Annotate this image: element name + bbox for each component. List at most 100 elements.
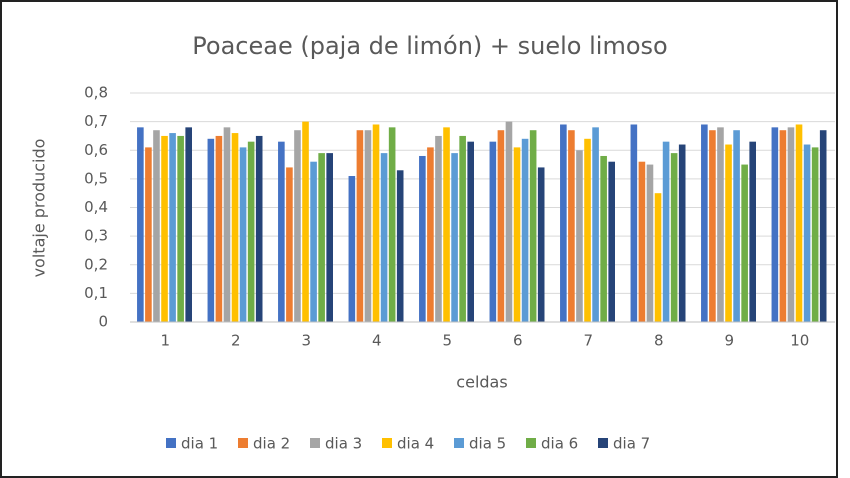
bar [294, 130, 301, 322]
x-tick-label: 10 [790, 332, 809, 350]
bar [153, 130, 160, 322]
bar [278, 141, 285, 322]
x-tick-label: 2 [231, 332, 241, 350]
bar [459, 135, 466, 322]
bar [725, 144, 732, 322]
bar [662, 141, 670, 322]
chart-title: Poaceae (paja de limón) + suelo limoso [192, 32, 667, 60]
bar [427, 147, 434, 322]
legend-swatch [310, 438, 320, 448]
bar [326, 153, 333, 322]
bar [811, 147, 819, 322]
bar [638, 161, 646, 322]
x-tick-label: 9 [724, 332, 734, 350]
legend-label: dia 5 [469, 435, 506, 453]
bar [803, 144, 811, 322]
bar [600, 155, 607, 322]
legend-swatch [166, 438, 176, 448]
bar [654, 193, 662, 322]
x-tick-label: 8 [654, 332, 664, 350]
x-axis-title: celdas [456, 373, 507, 392]
bar [709, 130, 716, 322]
bar [741, 164, 748, 322]
bar [239, 147, 247, 322]
legend-swatch [526, 438, 536, 448]
bar [364, 130, 372, 322]
bar [185, 127, 192, 322]
bar [207, 138, 215, 322]
x-tick-label: 7 [583, 332, 593, 350]
bar [646, 164, 654, 322]
y-tick-label: 0 [98, 313, 108, 331]
y-tick-label: 0,2 [84, 255, 108, 273]
bar [223, 127, 231, 322]
bar [521, 138, 529, 322]
bar [537, 167, 545, 322]
legend-swatch [238, 438, 248, 448]
legend-label: dia 7 [613, 435, 650, 453]
bar [356, 130, 364, 322]
bar [733, 130, 740, 322]
legend-label: dia 1 [181, 435, 218, 453]
legend-swatch [382, 438, 392, 448]
bar [819, 130, 827, 322]
bar [215, 135, 223, 322]
bar [529, 130, 537, 322]
bar [302, 121, 309, 322]
x-tick-label: 1 [160, 332, 170, 350]
bar [749, 141, 756, 322]
legend-label: dia 3 [325, 435, 362, 453]
y-tick-label: 0,1 [84, 284, 108, 302]
bar [592, 127, 599, 322]
x-tick-label: 4 [372, 332, 382, 350]
legend-swatch [598, 438, 608, 448]
bar [247, 141, 255, 322]
bar [435, 135, 442, 322]
bar [231, 133, 239, 322]
legend-swatch [454, 438, 464, 448]
y-tick-label: 0,3 [84, 227, 108, 245]
legend-label: dia 4 [397, 435, 434, 453]
bar [584, 138, 591, 322]
bar [505, 121, 513, 322]
y-tick-label: 0,7 [84, 112, 108, 130]
bar [678, 144, 686, 322]
bar [310, 161, 317, 322]
bar [169, 133, 176, 322]
bar [701, 124, 708, 322]
bar [419, 155, 426, 322]
x-tick-label: 6 [513, 332, 523, 350]
bar [137, 127, 144, 322]
bar [318, 153, 325, 322]
legend-label: dia 2 [253, 435, 290, 453]
bar [576, 150, 583, 322]
x-tick-label: 5 [442, 332, 452, 350]
bar [177, 135, 184, 322]
bar [388, 127, 396, 322]
bar [630, 124, 638, 322]
bar [372, 124, 380, 322]
bar [451, 153, 458, 322]
bar [795, 124, 803, 322]
bar [467, 141, 474, 322]
bar [771, 127, 779, 322]
bar [396, 170, 404, 322]
bar [568, 130, 575, 322]
bar [787, 127, 795, 322]
bar [717, 127, 724, 322]
y-tick-label: 0,5 [84, 169, 108, 187]
legend-label: dia 6 [541, 435, 578, 453]
bar [286, 167, 293, 322]
y-tick-label: 0,4 [84, 198, 108, 216]
bar [145, 147, 152, 322]
bar [161, 135, 168, 322]
y-axis-title: voltaje producido [30, 139, 49, 278]
bar [443, 127, 450, 322]
bar [513, 147, 521, 322]
y-tick-label: 0,8 [84, 84, 108, 102]
bar [380, 153, 388, 322]
bar [670, 153, 678, 322]
bar [497, 130, 505, 322]
bar [779, 130, 787, 322]
